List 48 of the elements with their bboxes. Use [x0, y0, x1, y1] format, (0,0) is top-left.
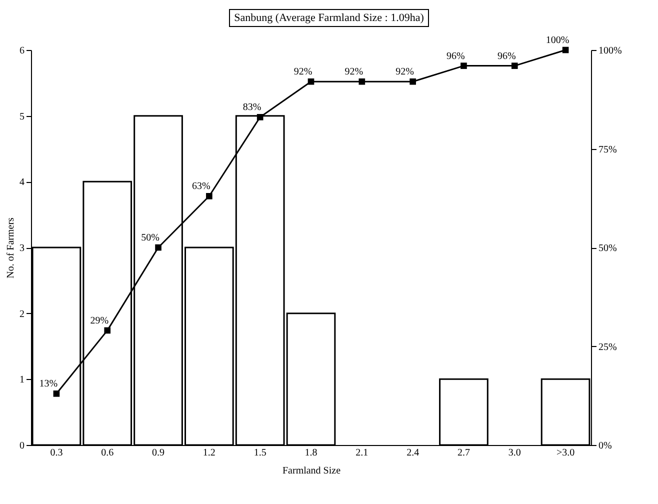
x-tick-label: 2.4 [406, 448, 420, 458]
data-label: 63% [192, 181, 210, 192]
data-label: 29% [90, 315, 109, 326]
y-tick-label: 5 [20, 111, 24, 122]
x-tick-label: 1.8 [304, 448, 318, 458]
point [206, 192, 212, 200]
point [256, 114, 264, 120]
x-tick-label: 3.0 [508, 448, 521, 458]
y-tick-label: 4 [20, 177, 24, 188]
point [104, 327, 111, 334]
point [155, 244, 162, 251]
y-tick-label: 0 [20, 440, 24, 452]
x-axis-title: Farmland Size [282, 466, 342, 476]
y-tick-label: 1 [20, 374, 24, 386]
point [511, 62, 518, 69]
data-label: 83% [242, 102, 262, 114]
data-label: 96% [497, 50, 516, 62]
data-label: 92% [294, 66, 312, 78]
point [308, 78, 314, 85]
x-tick-label: 0.9 [152, 448, 165, 458]
x-tick-label: 1.5 [254, 448, 266, 458]
x-tick-label: 2.7 [457, 448, 470, 458]
y2-tick-label: 100% [598, 46, 622, 56]
chart-title: Sanbung (Average Farmland Size : 1.09ha) [229, 9, 429, 27]
point [410, 78, 416, 85]
x-tick-label: 2.1 [356, 448, 368, 458]
y-tick-label: 6 [20, 46, 24, 56]
point [358, 78, 366, 85]
y-axis-title: No. of Farmers [6, 217, 16, 278]
x-tick-label: 1.2 [202, 448, 216, 458]
data-label: 92% [344, 66, 364, 78]
x-tick-label: 0.3 [50, 448, 63, 458]
y-tick-label: 3 [20, 243, 24, 254]
point [562, 46, 569, 54]
data-label: 96% [446, 50, 465, 62]
data-label: 100% [546, 35, 570, 46]
x-tick-label: 0.6 [101, 448, 114, 458]
data-label: 92% [396, 66, 414, 78]
data-label: 50% [141, 232, 160, 244]
y-tick-label: 2 [20, 308, 24, 320]
y2-tick-label: 50% [598, 243, 617, 254]
y2-tick-label: 25% [598, 342, 617, 353]
point [460, 62, 467, 69]
data-label: 13% [39, 378, 58, 390]
point [53, 390, 60, 397]
y2-tick-label: 75% [598, 144, 617, 156]
x-tick-label: >3.0 [556, 448, 575, 458]
y2-tick-label: 0% [598, 440, 612, 452]
